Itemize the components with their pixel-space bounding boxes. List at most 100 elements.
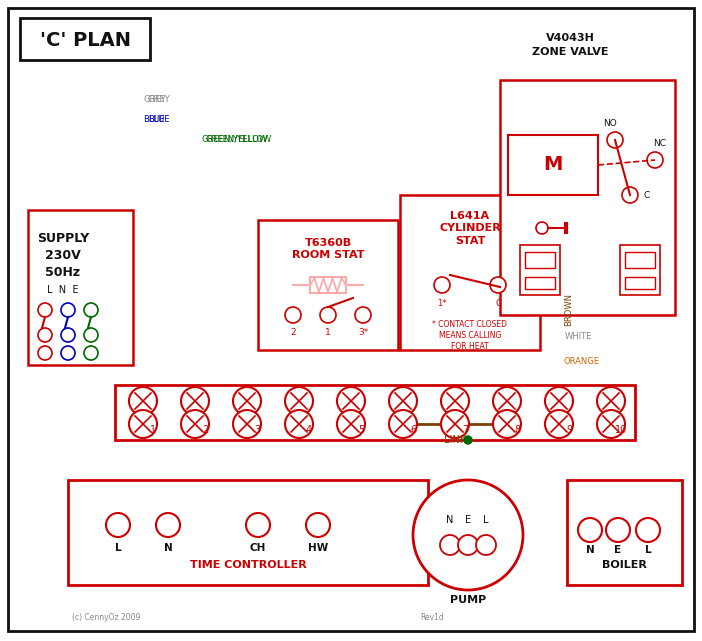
Circle shape bbox=[84, 303, 98, 317]
Bar bbox=[310, 277, 346, 293]
Text: L: L bbox=[483, 515, 489, 525]
Bar bbox=[508, 135, 598, 195]
Text: BLUE: BLUE bbox=[148, 115, 169, 124]
Circle shape bbox=[320, 307, 336, 323]
Text: GREY: GREY bbox=[148, 95, 171, 104]
Text: N: N bbox=[164, 543, 173, 553]
Text: PUMP: PUMP bbox=[450, 595, 486, 605]
Bar bbox=[28, 210, 133, 365]
Text: GREEN/YELLOW: GREEN/YELLOW bbox=[205, 135, 271, 144]
Text: 4: 4 bbox=[306, 425, 312, 435]
Bar bbox=[525, 252, 555, 268]
Text: L  N  E: L N E bbox=[47, 285, 79, 295]
Text: LINK: LINK bbox=[444, 435, 466, 445]
Text: CH: CH bbox=[250, 543, 266, 553]
Circle shape bbox=[622, 187, 638, 203]
Circle shape bbox=[545, 410, 573, 438]
Text: L: L bbox=[114, 543, 121, 553]
Circle shape bbox=[441, 387, 469, 415]
Bar bbox=[258, 220, 398, 350]
Text: 3: 3 bbox=[254, 425, 260, 435]
Text: BROWN: BROWN bbox=[564, 294, 573, 326]
Text: Rev1d: Rev1d bbox=[420, 613, 444, 622]
Circle shape bbox=[181, 410, 209, 438]
Circle shape bbox=[306, 513, 330, 537]
Circle shape bbox=[434, 277, 450, 293]
Circle shape bbox=[129, 410, 157, 438]
Circle shape bbox=[413, 480, 523, 590]
Bar bbox=[400, 195, 540, 350]
Bar bbox=[567, 480, 682, 585]
Circle shape bbox=[490, 277, 506, 293]
Circle shape bbox=[441, 410, 469, 438]
Text: HW: HW bbox=[308, 543, 328, 553]
Bar bbox=[625, 252, 655, 268]
Text: 8: 8 bbox=[514, 425, 520, 435]
Text: 5: 5 bbox=[358, 425, 364, 435]
Circle shape bbox=[355, 307, 371, 323]
Circle shape bbox=[536, 222, 548, 234]
Circle shape bbox=[337, 410, 365, 438]
Bar bbox=[500, 80, 675, 315]
Bar bbox=[620, 245, 660, 295]
Circle shape bbox=[285, 410, 313, 438]
Text: TIME CONTROLLER: TIME CONTROLLER bbox=[190, 560, 306, 570]
Bar bbox=[68, 480, 428, 585]
Circle shape bbox=[233, 387, 261, 415]
Text: 2: 2 bbox=[290, 328, 296, 337]
Text: WHITE: WHITE bbox=[565, 332, 592, 341]
Circle shape bbox=[597, 410, 625, 438]
Bar bbox=[115, 385, 635, 440]
Circle shape bbox=[285, 387, 313, 415]
Text: C: C bbox=[495, 299, 501, 308]
Circle shape bbox=[545, 387, 573, 415]
Circle shape bbox=[38, 328, 52, 342]
Circle shape bbox=[246, 513, 270, 537]
Text: E: E bbox=[465, 515, 471, 525]
Bar bbox=[525, 277, 555, 289]
Circle shape bbox=[61, 328, 75, 342]
Text: 1: 1 bbox=[325, 328, 331, 337]
Text: SUPPLY
230V
50Hz: SUPPLY 230V 50Hz bbox=[37, 232, 89, 279]
Text: V4043H
ZONE VALVE: V4043H ZONE VALVE bbox=[531, 33, 608, 56]
Text: 2: 2 bbox=[202, 425, 208, 435]
Circle shape bbox=[607, 132, 623, 148]
Text: T6360B
ROOM STAT: T6360B ROOM STAT bbox=[292, 238, 364, 260]
Circle shape bbox=[458, 535, 478, 555]
Circle shape bbox=[38, 303, 52, 317]
Text: BOILER: BOILER bbox=[602, 560, 647, 570]
Circle shape bbox=[636, 518, 660, 542]
Bar bbox=[20, 18, 150, 60]
Circle shape bbox=[84, 346, 98, 360]
Circle shape bbox=[647, 152, 663, 168]
Text: C: C bbox=[644, 190, 650, 199]
Circle shape bbox=[493, 410, 521, 438]
Circle shape bbox=[61, 303, 75, 317]
Text: 1*: 1* bbox=[437, 299, 446, 308]
Text: * CONTACT CLOSED
MEANS CALLING
FOR HEAT: * CONTACT CLOSED MEANS CALLING FOR HEAT bbox=[432, 320, 508, 351]
Circle shape bbox=[84, 328, 98, 342]
Text: 6: 6 bbox=[410, 425, 416, 435]
Text: 1: 1 bbox=[150, 425, 156, 435]
Text: N: N bbox=[585, 545, 595, 555]
Circle shape bbox=[440, 535, 460, 555]
Circle shape bbox=[129, 387, 157, 415]
Text: 'C' PLAN: 'C' PLAN bbox=[39, 31, 131, 49]
Circle shape bbox=[578, 518, 602, 542]
Text: 7: 7 bbox=[462, 425, 468, 435]
Circle shape bbox=[106, 513, 130, 537]
Circle shape bbox=[38, 346, 52, 360]
Text: (c) CennyOz 2009: (c) CennyOz 2009 bbox=[72, 613, 140, 622]
Circle shape bbox=[156, 513, 180, 537]
Text: 9: 9 bbox=[566, 425, 572, 435]
Circle shape bbox=[285, 307, 301, 323]
Text: BLUE: BLUE bbox=[143, 115, 164, 124]
Circle shape bbox=[493, 387, 521, 415]
Text: ORANGE: ORANGE bbox=[564, 357, 600, 366]
Circle shape bbox=[181, 387, 209, 415]
Text: M: M bbox=[543, 156, 563, 174]
Text: E: E bbox=[614, 545, 621, 555]
Bar bbox=[520, 245, 560, 295]
Circle shape bbox=[389, 387, 417, 415]
Circle shape bbox=[606, 518, 630, 542]
